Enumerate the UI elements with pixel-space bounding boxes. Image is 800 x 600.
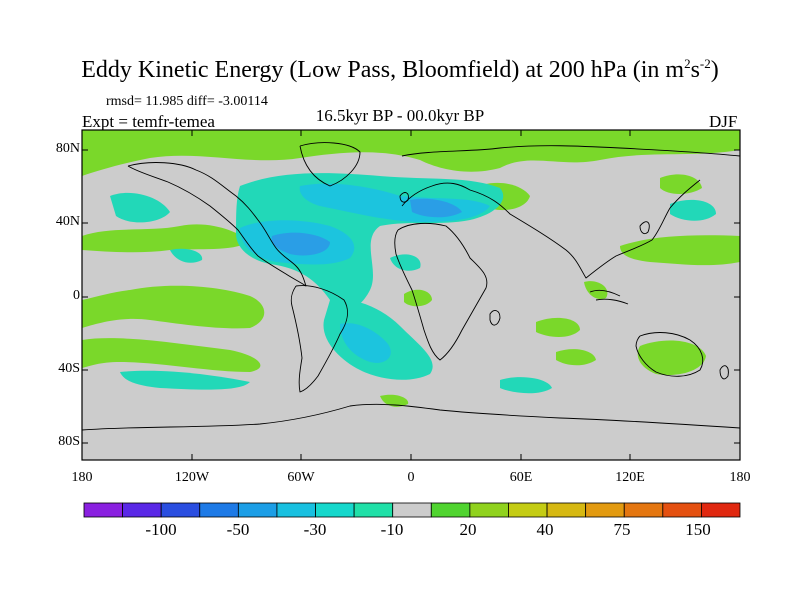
atlantic-strong: [410, 198, 462, 218]
pacific-small-teal: [170, 248, 203, 263]
colorbar-label: 75: [613, 520, 631, 539]
lon-label-60w: 60W: [287, 470, 315, 485]
africa-coast: [394, 222, 488, 361]
japan-coast: [639, 221, 650, 235]
south-america-coast: [290, 285, 348, 393]
colorbar: [83, 502, 741, 518]
colorbar-swatch: [237, 502, 278, 518]
axis-ticks: [82, 130, 740, 460]
lat-label-80n: 80N: [55, 141, 80, 156]
lon-label-0: 0: [407, 470, 415, 485]
north-america-strong: [271, 232, 330, 256]
africa-equator-patch: [404, 289, 432, 307]
colorbar-swatch: [353, 502, 394, 518]
east-pacific-band: [82, 224, 250, 253]
lon-label-120e: 120E: [615, 470, 645, 485]
south-indian-patch: [556, 349, 596, 366]
colorbar-swatch: [392, 502, 432, 518]
new-zealand-coast: [719, 365, 729, 380]
lat-label-40s: 40S: [58, 361, 80, 376]
colorbar-swatch: [662, 502, 702, 518]
colorbar-label: 40: [536, 520, 554, 539]
west-pacific-teal: [670, 199, 716, 221]
colorbar-swatch: [199, 502, 239, 518]
colorbar-swatch: [585, 502, 625, 518]
colorbar-swatch: [701, 502, 741, 518]
lat-label-80s: 80S: [58, 434, 80, 449]
asia-pacific-band: [620, 235, 740, 266]
colorbar-label: -30: [303, 520, 327, 539]
madagascar-coast: [489, 310, 501, 326]
stats-text: rmsd= 11.985 diff= -3.00114: [106, 94, 268, 109]
south-atlantic-core: [340, 323, 391, 363]
lon-label-180e: 180: [729, 470, 751, 485]
plot-title: Eddy Kinetic Energy (Low Pass, Bloomfiel…: [81, 56, 719, 83]
indonesia-coast: [589, 289, 629, 305]
colorbar-swatch: [469, 502, 509, 518]
coastlines: [82, 142, 740, 431]
positive-anomaly-regions: [82, 130, 740, 407]
colorbar-swatch: [430, 502, 471, 518]
negative-strong-regions: [271, 198, 462, 256]
period-label: 16.5kyr BP - 00.0kyr BP: [315, 106, 485, 125]
lon-label-120w: 120W: [174, 470, 210, 485]
colorbar-label: -50: [226, 520, 250, 539]
colorbar-swatch: [83, 502, 123, 518]
lat-label-40n: 40N: [55, 214, 80, 229]
south-pacific-teal: [120, 370, 250, 390]
colorbar-label: 150: [685, 520, 711, 539]
colorbar-swatch: [546, 502, 587, 518]
siberia-patch: [660, 174, 702, 194]
colorbar-swatch: [276, 502, 316, 518]
tropical-pacific-band: [82, 285, 265, 329]
colorbar-swatch: [508, 502, 548, 518]
british-isles-coast: [399, 192, 409, 203]
south-pacific-band: [82, 338, 261, 372]
colorbar-swatch: [160, 502, 201, 518]
experiment-label: Expt = temfr-temea: [82, 112, 215, 131]
colorbar-label: 20: [459, 520, 477, 539]
central-pacific-teal: [110, 192, 170, 223]
antarctic-patch: [380, 394, 409, 407]
arctic-north-band: [82, 130, 740, 176]
indian-ocean-patch: [536, 317, 580, 337]
greenland-coast: [299, 142, 361, 187]
colorbar-swatch: [623, 502, 664, 518]
australia-patch: [637, 340, 706, 376]
map-area: [82, 130, 740, 460]
colorbar-swatch: [122, 502, 162, 518]
indian-teal: [500, 377, 552, 394]
colorbar-swatch: [315, 502, 355, 518]
colorbar-label: -10: [380, 520, 404, 539]
lat-label-0: 0: [73, 288, 80, 303]
lon-label-60e: 60E: [509, 470, 533, 485]
lon-label-180w: 180: [71, 470, 93, 485]
australia-coast: [635, 332, 704, 377]
antarctica-coast: [82, 403, 740, 431]
season-label: DJF: [709, 112, 738, 131]
eurasia-coast: [401, 145, 740, 279]
colorbar-label: -100: [145, 520, 177, 539]
